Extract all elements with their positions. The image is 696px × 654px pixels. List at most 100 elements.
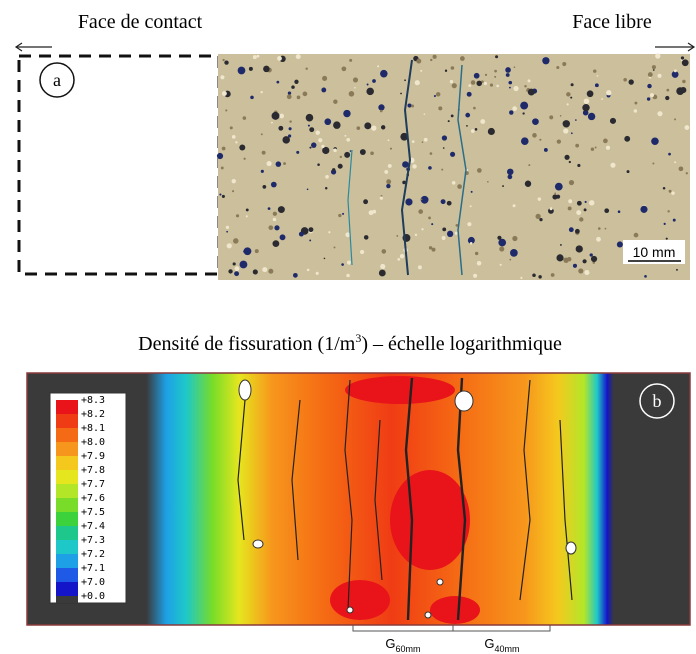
pore (333, 246, 336, 249)
pore (568, 199, 573, 204)
pore (538, 275, 542, 279)
pore (400, 92, 402, 95)
pore (377, 65, 380, 68)
pore (267, 207, 271, 210)
pore (232, 262, 236, 266)
pore (459, 56, 465, 61)
arrows (14, 42, 696, 52)
pore (495, 55, 499, 59)
pore (345, 232, 351, 238)
pore (233, 238, 239, 244)
legend-label: +7.6 (81, 493, 105, 504)
pore (224, 60, 229, 65)
pore (499, 263, 502, 266)
pore (337, 163, 343, 169)
pore (381, 249, 387, 254)
pore (605, 145, 611, 150)
pore (594, 83, 599, 88)
pore (234, 271, 240, 277)
pore (481, 80, 484, 83)
pore (260, 169, 264, 173)
pore (497, 235, 502, 240)
pore (574, 119, 577, 121)
pore (379, 196, 383, 200)
pore (684, 125, 690, 130)
legend-swatch (56, 526, 78, 540)
pore (397, 257, 401, 261)
pore (405, 198, 413, 206)
pore (296, 95, 301, 100)
pore (556, 65, 560, 70)
pore (564, 154, 570, 160)
pore (626, 170, 630, 174)
pore (402, 161, 409, 168)
pore (220, 166, 224, 170)
pore (411, 140, 415, 143)
pore (469, 205, 472, 208)
pore (572, 263, 578, 268)
pore (606, 90, 612, 96)
pore (554, 192, 557, 195)
legend-swatch (56, 512, 78, 526)
pore (384, 170, 389, 174)
pore (231, 178, 236, 184)
pore (678, 166, 684, 172)
pore (672, 218, 676, 222)
pore (655, 53, 661, 59)
pore (216, 152, 224, 160)
pore (685, 172, 688, 175)
pore (509, 86, 511, 89)
pore (474, 128, 478, 131)
pore (549, 207, 553, 211)
pore (263, 65, 270, 73)
pore (294, 79, 299, 84)
pore (231, 190, 235, 193)
pore (604, 208, 610, 214)
pore (414, 80, 420, 86)
pore (341, 66, 347, 72)
pore (423, 113, 426, 116)
pore (420, 195, 429, 204)
pore (575, 143, 580, 148)
pore (239, 260, 248, 269)
pore (644, 275, 647, 278)
pore (354, 86, 356, 89)
pore (296, 150, 300, 154)
pore (396, 234, 399, 237)
pore (442, 147, 445, 149)
legend-label: +8.2 (81, 409, 105, 420)
pore (306, 188, 309, 191)
marker-b-circle (639, 383, 675, 419)
pore (287, 134, 292, 138)
pore (220, 75, 225, 80)
pore (560, 244, 562, 246)
pore (368, 210, 374, 216)
pore (431, 223, 434, 226)
pore (366, 83, 369, 86)
pore (647, 83, 652, 89)
scale-bar: 10 mm (633, 244, 676, 260)
legend-label: +7.7 (81, 479, 105, 490)
pore (451, 181, 456, 185)
pore (539, 218, 543, 222)
pore (566, 92, 571, 97)
pore (665, 95, 670, 101)
pore (524, 84, 527, 88)
pore (404, 79, 406, 82)
pore (366, 87, 374, 96)
pore (584, 200, 587, 203)
pore (671, 191, 675, 195)
pore (295, 54, 301, 60)
pore (221, 146, 226, 151)
pore (508, 80, 513, 85)
pore (417, 265, 422, 270)
pore (532, 118, 539, 126)
pore (640, 205, 648, 213)
pore (421, 141, 424, 143)
pore (332, 168, 336, 172)
pore (494, 69, 497, 73)
pore (537, 197, 542, 201)
pore (663, 222, 666, 225)
pore (590, 147, 595, 151)
pore (252, 55, 257, 60)
